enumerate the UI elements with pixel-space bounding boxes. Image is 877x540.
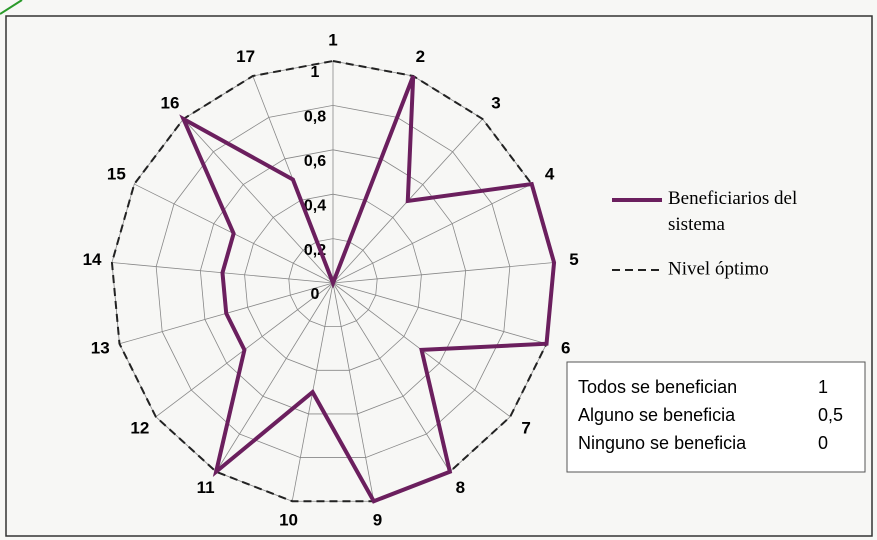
category-label: 6 bbox=[561, 339, 570, 358]
r-tick-label: 0,4 bbox=[304, 197, 326, 214]
category-label: 4 bbox=[545, 165, 555, 184]
grid-ring bbox=[244, 193, 422, 371]
category-label: 9 bbox=[373, 510, 382, 529]
category-label: 2 bbox=[416, 47, 425, 66]
category-label: 5 bbox=[569, 250, 578, 269]
series-line bbox=[110, 59, 556, 503]
series-line bbox=[179, 75, 557, 504]
key-label: Ninguno se beneficia bbox=[578, 433, 747, 453]
spoke bbox=[183, 118, 334, 284]
category-label: 3 bbox=[491, 94, 500, 113]
legend-label: Beneficiarios del sistema bbox=[668, 188, 797, 235]
category-label: 13 bbox=[91, 339, 110, 358]
r-tick-label: 1 bbox=[311, 64, 320, 81]
key-box bbox=[566, 361, 866, 473]
category-label: 11 bbox=[197, 478, 215, 497]
spoke bbox=[332, 282, 451, 472]
r-tick-label: 0,8 bbox=[304, 109, 326, 126]
r-tick-label: 0 bbox=[311, 286, 320, 303]
spoke bbox=[332, 282, 375, 502]
category-label: 1 bbox=[328, 30, 337, 49]
spoke bbox=[332, 262, 555, 284]
key-label: Todos se benefician bbox=[578, 377, 737, 397]
r-tick-label: 0,6 bbox=[304, 153, 326, 170]
category-label: 16 bbox=[161, 94, 180, 113]
grid-ring bbox=[155, 104, 511, 458]
category-label: 15 bbox=[107, 165, 126, 184]
grid-ring bbox=[199, 149, 467, 415]
spoke bbox=[215, 282, 334, 472]
corner-mark bbox=[0, 0, 23, 15]
category-label: 8 bbox=[456, 478, 465, 497]
category-label: 10 bbox=[279, 510, 298, 529]
category-label: 14 bbox=[83, 250, 102, 269]
frame bbox=[5, 15, 873, 537]
category-label: 7 bbox=[521, 418, 530, 437]
key-value: 0 bbox=[818, 433, 828, 453]
category-label: 17 bbox=[236, 47, 255, 66]
spoke bbox=[332, 183, 532, 284]
key-value: 1 bbox=[818, 377, 828, 397]
key-value: 0,5 bbox=[818, 405, 843, 425]
spoke bbox=[332, 282, 547, 345]
grid-ring bbox=[288, 238, 378, 328]
key-label: Alguno se beneficia bbox=[578, 405, 736, 425]
legend-label: Nivel óptimo bbox=[668, 258, 769, 279]
category-label: 12 bbox=[130, 418, 149, 437]
